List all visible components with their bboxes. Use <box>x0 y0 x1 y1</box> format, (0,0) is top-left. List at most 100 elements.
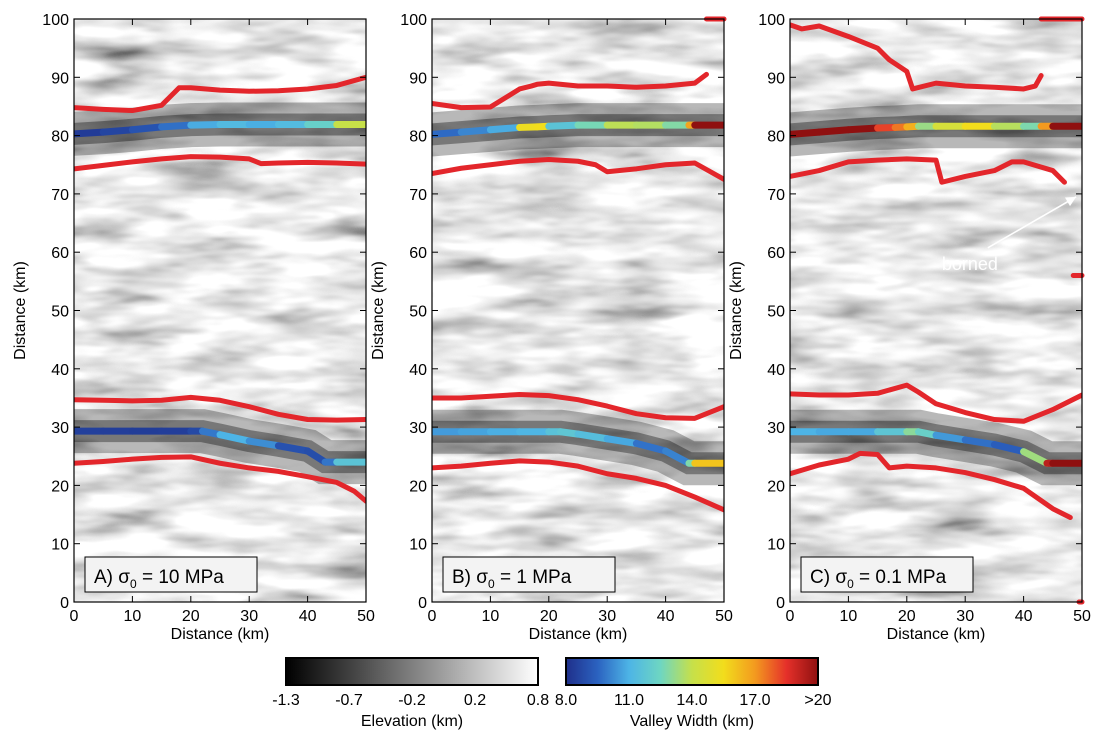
y-tick-label: 10 <box>51 537 69 554</box>
panel-a: 0 10 20 30 40 50 60 70 80 90 100 0 10 20 30 40 50 Distanc… <box>12 12 375 643</box>
valley-segment <box>486 123 524 134</box>
y-tick-label: 40 <box>767 362 785 379</box>
valley-segment <box>1020 448 1051 467</box>
y-tick-label: 40 <box>51 362 69 379</box>
valley-segment <box>274 442 312 455</box>
colorbar-tick-label: -0.2 <box>398 692 426 709</box>
y-tick-label: 20 <box>767 478 785 495</box>
y-tick-label: 50 <box>767 304 785 321</box>
valley-segment <box>216 431 253 445</box>
panel-label: C) σ0 = 0.1 MPa <box>810 567 947 591</box>
panel-label: A) σ0 = 10 MPa <box>94 567 224 591</box>
colorbar-label: Valley Width (km) <box>630 713 754 730</box>
divide-line <box>432 458 724 513</box>
y-axis-label: Distance (km) <box>12 261 29 360</box>
y-tick-label: 50 <box>409 304 427 321</box>
x-tick-label: 0 <box>70 608 79 625</box>
panel-label-box <box>800 556 974 593</box>
y-tick-label: 30 <box>767 420 785 437</box>
elevation-map <box>74 19 366 602</box>
x-tick-label: 10 <box>482 608 500 625</box>
valley-segment <box>545 121 582 130</box>
x-tick-label: 50 <box>1073 608 1091 625</box>
valley-segment <box>815 126 852 136</box>
annotation-arrow <box>987 196 1077 249</box>
x-tick-label: 30 <box>956 608 974 625</box>
x-axis-label: Distance (km) <box>529 626 628 643</box>
colorbar-tick-label: 11.0 <box>614 692 644 709</box>
x-tick-label: 40 <box>299 608 317 625</box>
x-tick-label: 30 <box>240 608 258 625</box>
y-tick-label: 60 <box>51 245 69 262</box>
divide-line <box>74 154 366 172</box>
x-tick-label: 50 <box>715 608 733 625</box>
x-tick-label: 10 <box>840 608 858 625</box>
x-tick-label: 20 <box>540 608 558 625</box>
y-tick-label: 20 <box>409 478 427 495</box>
y-tick-label: 90 <box>51 70 69 87</box>
colorbar-tick-label: 0.2 <box>464 692 486 709</box>
elevation-colorbar: -1.3 -0.7 -0.2 0.2 0.8 Elevation (km) <box>272 657 549 730</box>
valley-segment <box>662 447 693 467</box>
y-axis-label: Distance (km) <box>370 261 387 360</box>
valley-segment <box>128 123 166 134</box>
valley-segment <box>603 435 640 447</box>
y-tick-label: 70 <box>409 187 427 204</box>
y-axis-label: Distance (km) <box>728 261 745 360</box>
divide-line <box>74 74 366 114</box>
divide-line <box>790 156 1067 185</box>
colorbar-tick-label: 14.0 <box>676 692 707 709</box>
y-tick-label: 80 <box>51 129 69 146</box>
y-tick-label: 10 <box>767 537 785 554</box>
valley-segment <box>574 430 611 443</box>
x-tick-label: 40 <box>657 608 675 625</box>
annotation-arrowhead <box>1065 196 1077 207</box>
valley-width-colorbar: 8.0 11.0 14.0 17.0 >20 Valley Width (km) <box>555 657 832 730</box>
x-axis-label: Distance (km) <box>171 626 270 643</box>
x-tick-label: 30 <box>598 608 616 625</box>
divide-line <box>432 391 724 421</box>
y-tick-label: 20 <box>51 478 69 495</box>
y-tick-label: 50 <box>51 304 69 321</box>
y-tick-label: 100 <box>42 12 69 29</box>
divide-line <box>790 450 1073 520</box>
valley-segment <box>432 128 465 138</box>
y-tick-label: 0 <box>60 595 69 612</box>
colorbar-label: Elevation (km) <box>361 713 463 730</box>
valley-segment <box>961 436 998 449</box>
colorbar-tick-label: -1.3 <box>272 692 300 709</box>
valley-segment <box>245 437 282 450</box>
panel-label-box <box>84 556 258 593</box>
valley-segment <box>990 441 1028 456</box>
valley-segment <box>790 128 823 138</box>
valley-segment <box>158 121 195 131</box>
colorbar-tick-label: >20 <box>804 692 831 709</box>
x-tick-label: 40 <box>1015 608 1033 625</box>
y-tick-label: 30 <box>51 420 69 437</box>
valley-segment <box>457 126 494 136</box>
y-tick-label: 70 <box>767 187 785 204</box>
panel-label-box <box>442 556 616 593</box>
colorbar-tick-label: -0.7 <box>335 692 363 709</box>
divide-line <box>432 157 724 182</box>
divide-line <box>432 71 709 111</box>
divide-line <box>790 22 1044 92</box>
y-tick-label: 90 <box>767 70 785 87</box>
colorbar-ramp <box>565 657 819 686</box>
y-tick-label: 80 <box>767 129 785 146</box>
valley-segment <box>99 126 136 136</box>
divide-line <box>74 454 366 504</box>
valley-segment <box>632 439 670 455</box>
colorbar-tick-label: 8.0 <box>555 692 577 709</box>
valley-segment <box>932 431 969 444</box>
x-tick-label: 50 <box>357 608 375 625</box>
x-tick-label: 20 <box>898 608 916 625</box>
panel-c: 0 10 20 30 40 50 60 70 80 90 100 0 10 20 30 40 50 Distanc… <box>728 12 1091 643</box>
x-axis-label: Distance (km) <box>887 626 986 643</box>
annotation-text: borned <box>942 254 998 274</box>
valley-segment <box>844 124 882 134</box>
colorbar-ramp <box>285 657 539 686</box>
x-tick-label: 10 <box>124 608 142 625</box>
panel-label: B) σ0 = 1 MPa <box>452 567 572 591</box>
